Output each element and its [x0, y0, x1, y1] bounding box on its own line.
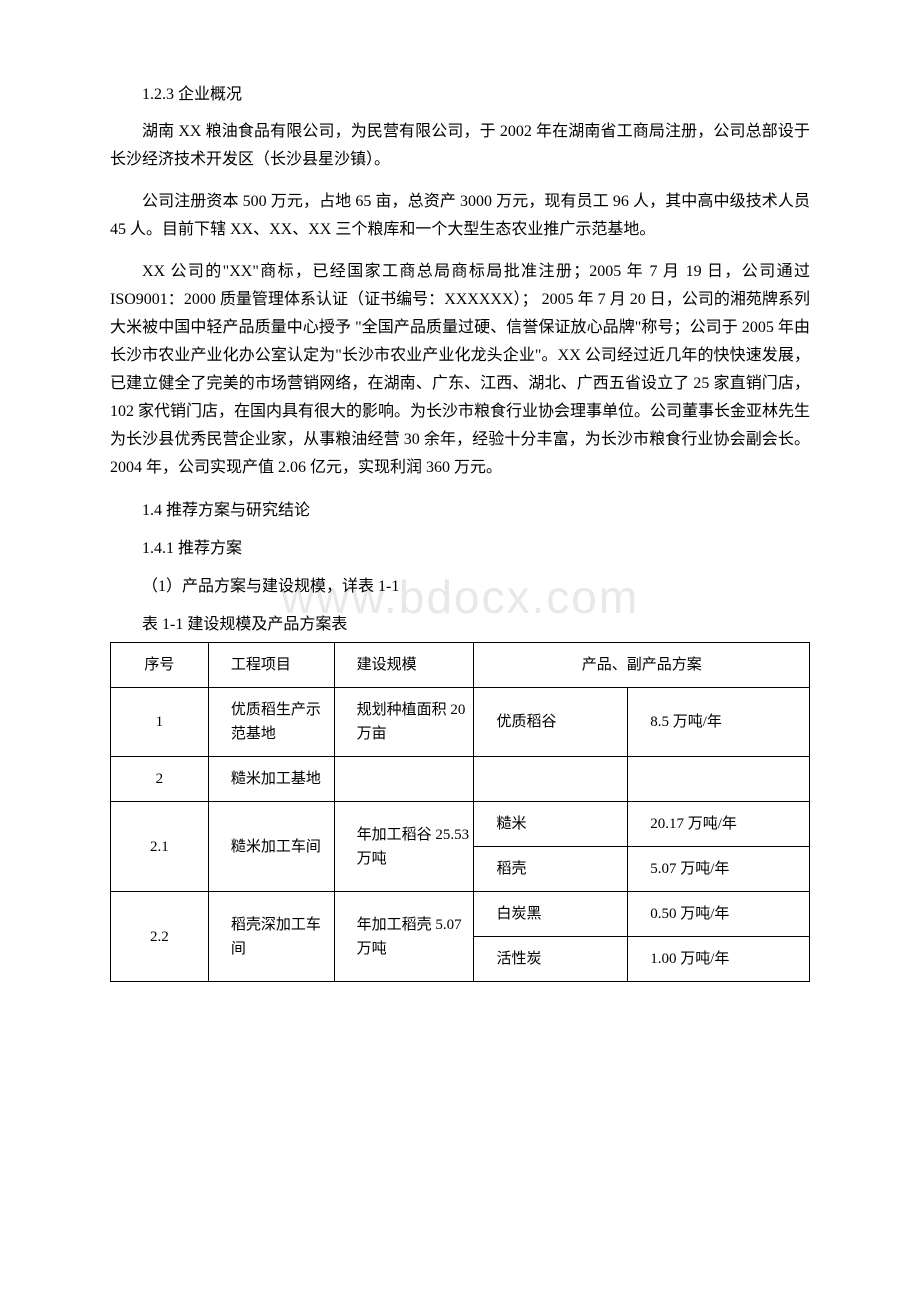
cell-project: 优质稻生产示范基地 — [208, 688, 334, 757]
table-row: 1 优质稻生产示范基地 规划种植面积 20 万亩 优质稻谷 8.5 万吨/年 — [111, 688, 810, 757]
paragraph-company-cert: XX 公司的"XX"商标，已经国家工商总局商标局批准注册；2005 年 7 月 … — [110, 258, 810, 482]
cell-scale — [334, 757, 474, 802]
cell-output: 5.07 万吨/年 — [628, 847, 810, 892]
table-row: 2.1 糙米加工车间 年加工稻谷 25.53 万吨 糙米 20.17 万吨/年 — [111, 802, 810, 847]
th-product: 产品、副产品方案 — [474, 643, 810, 688]
cell-scale: 年加工稻壳 5.07 万吨 — [334, 892, 474, 982]
th-scale: 建设规模 — [334, 643, 474, 688]
paragraph-company-intro: 湖南 XX 粮油食品有限公司，为民营有限公司，于 2002 年在湖南省工商局注册… — [110, 118, 810, 174]
cell-project: 糙米加工基地 — [208, 757, 334, 802]
cell-output: 1.00 万吨/年 — [628, 937, 810, 982]
cell-product: 活性炭 — [474, 937, 628, 982]
cell-seq: 2.1 — [111, 802, 209, 892]
cell-seq: 2.2 — [111, 892, 209, 982]
heading-1-4: 1.4 推荐方案与研究结论 — [110, 496, 810, 520]
heading-1-4-1: 1.4.1 推荐方案 — [110, 534, 810, 558]
scale-product-table: 序号 工程项目 建设规模 产品、副产品方案 1 优质稻生产示范基地 规划种植面积… — [110, 642, 810, 982]
cell-output: 8.5 万吨/年 — [628, 688, 810, 757]
cell-product: 糙米 — [474, 802, 628, 847]
cell-project: 稻壳深加工车间 — [208, 892, 334, 982]
cell-scale: 年加工稻谷 25.53 万吨 — [334, 802, 474, 892]
cell-output: 20.17 万吨/年 — [628, 802, 810, 847]
table-row: 2.2 稻壳深加工车间 年加工稻壳 5.07 万吨 白炭黑 0.50 万吨/年 — [111, 892, 810, 937]
cell-product: 白炭黑 — [474, 892, 628, 937]
heading-1-2-3: 1.2.3 企业概况 — [110, 80, 810, 104]
table-caption: 表 1-1 建设规模及产品方案表 — [110, 610, 810, 634]
table-row: 2 糙米加工基地 — [111, 757, 810, 802]
cell-seq: 2 — [111, 757, 209, 802]
cell-seq: 1 — [111, 688, 209, 757]
cell-output — [628, 757, 810, 802]
cell-product — [474, 757, 628, 802]
th-seq: 序号 — [111, 643, 209, 688]
cell-scale: 规划种植面积 20 万亩 — [334, 688, 474, 757]
cell-product: 稻壳 — [474, 847, 628, 892]
cell-product: 优质稻谷 — [474, 688, 628, 757]
plan-line: （1）产品方案与建设规模，详表 1-1 — [110, 572, 810, 596]
paragraph-company-capital: 公司注册资本 500 万元，占地 65 亩，总资产 3000 万元，现有员工 9… — [110, 188, 810, 244]
th-project: 工程项目 — [208, 643, 334, 688]
cell-project: 糙米加工车间 — [208, 802, 334, 892]
cell-output: 0.50 万吨/年 — [628, 892, 810, 937]
table-header-row: 序号 工程项目 建设规模 产品、副产品方案 — [111, 643, 810, 688]
